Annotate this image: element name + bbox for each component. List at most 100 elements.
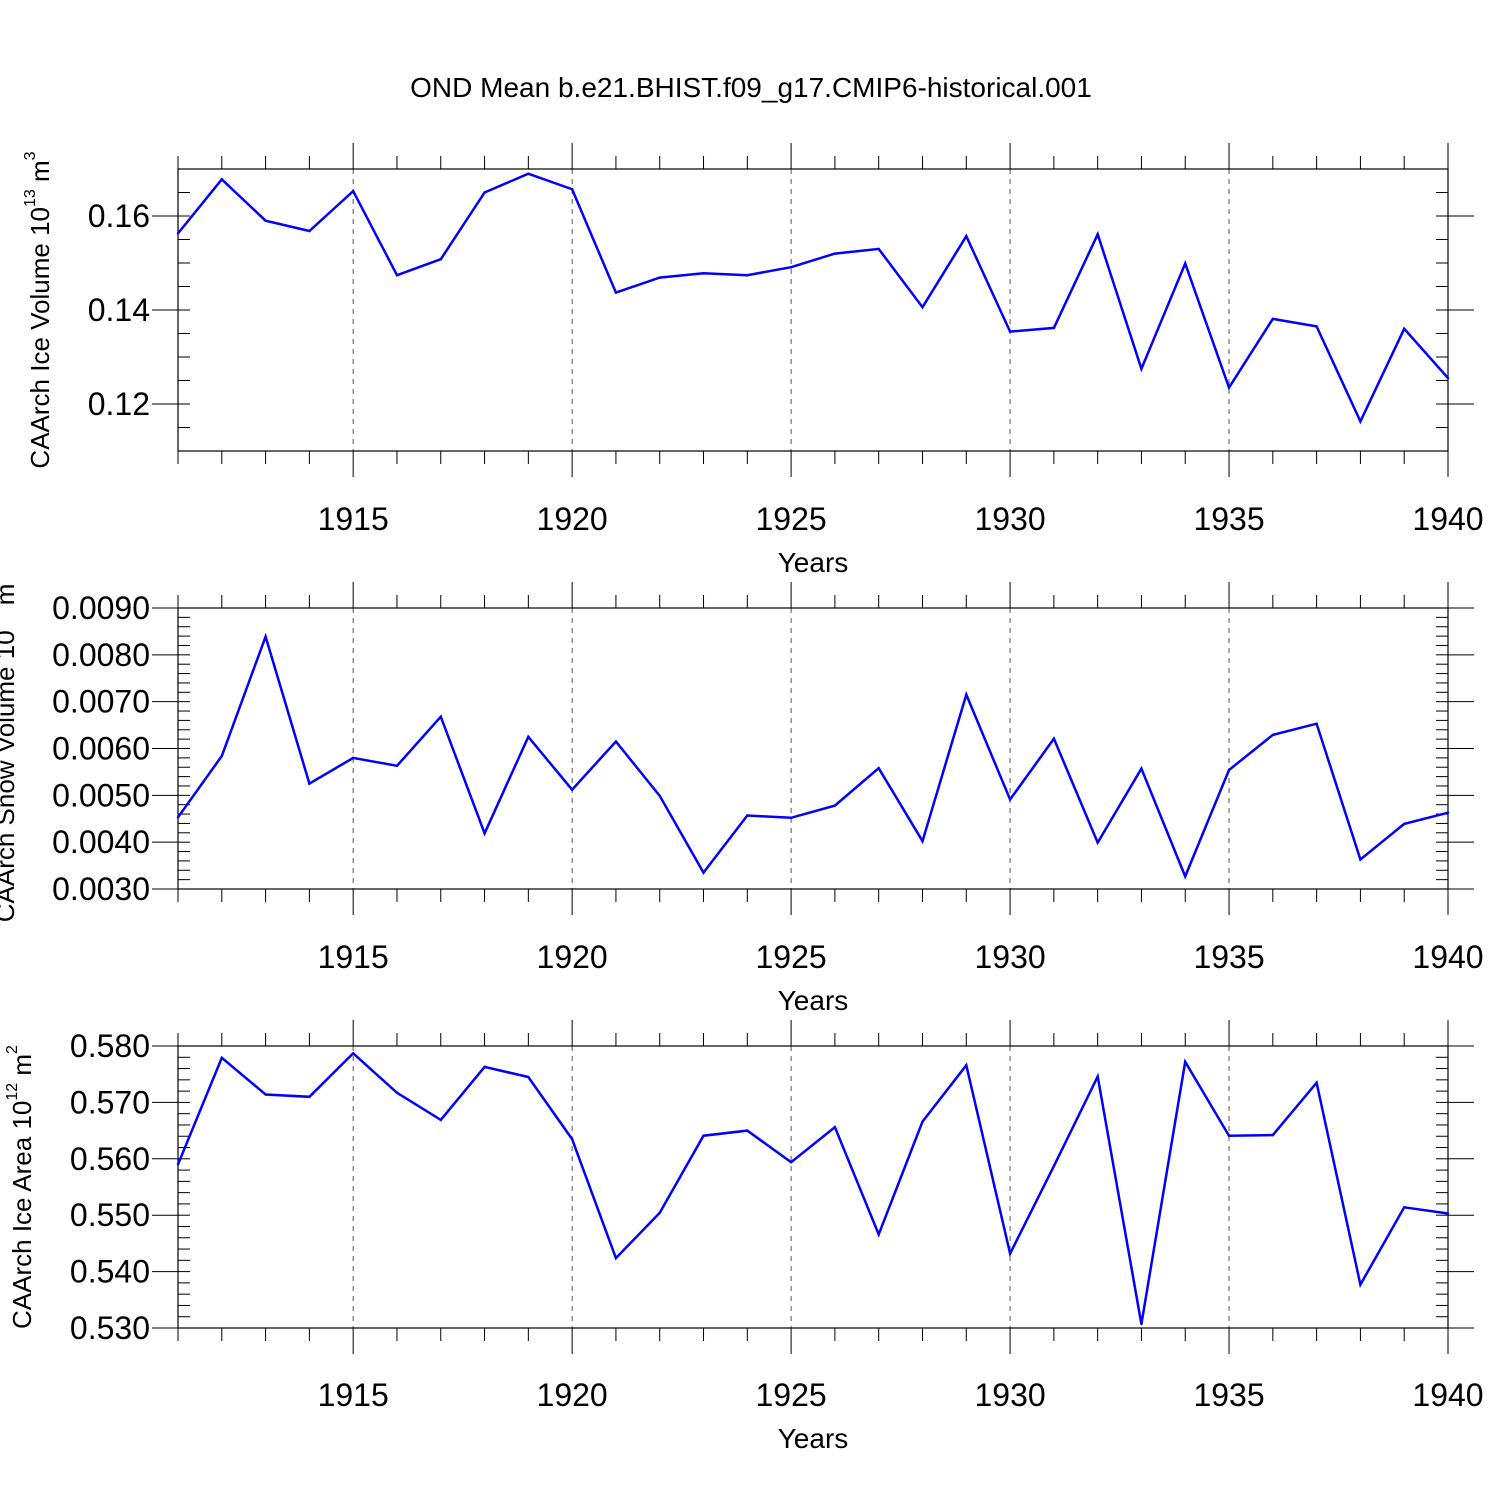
y-tick-label: 0.16 <box>88 198 150 234</box>
data-point <box>220 754 223 758</box>
data-point <box>220 1056 223 1060</box>
panel-2: 0.0030 0.0040 0.0050 0.0060 0.0070 0.0080 0.00… <box>0 575 1484 1016</box>
y-tick-label: 0.0070 <box>52 684 150 720</box>
data-point <box>1008 798 1012 801</box>
data-point <box>308 1095 311 1098</box>
data-point <box>1227 1134 1231 1137</box>
data-point <box>1359 858 1362 861</box>
x-tick-label: 1935 <box>1193 939 1264 975</box>
x-axis-title: Years <box>778 985 849 1016</box>
x-tick-label: 1920 <box>537 1377 608 1413</box>
y-tick-label: 0.0090 <box>52 590 150 626</box>
y-tick-label: 0.0060 <box>52 731 150 767</box>
data-point <box>965 1063 968 1067</box>
x-tick-label: 1925 <box>756 1377 827 1413</box>
y-tick-label: 0.530 <box>70 1310 150 1346</box>
x-tick-label: 1915 <box>318 1377 389 1413</box>
x-tick-label: 1935 <box>1193 501 1264 537</box>
data-point <box>1052 326 1056 330</box>
y-tick-label: 0.0050 <box>52 777 150 813</box>
data-point <box>395 764 399 768</box>
x-tick-label: 1930 <box>974 939 1045 975</box>
data-point <box>965 235 968 238</box>
data-point <box>1359 1283 1362 1286</box>
data-point <box>264 219 267 222</box>
y-axis-title: CAArch Ice Area 1012 m2 <box>4 1045 38 1329</box>
data-point <box>351 189 355 193</box>
y-tick-label: 0.580 <box>70 1028 150 1064</box>
y-tick-label: 0.12 <box>88 386 150 422</box>
data-point <box>1096 841 1099 844</box>
data-point <box>921 305 924 309</box>
data-point <box>1403 327 1406 330</box>
data-point <box>614 291 618 294</box>
data-point <box>351 1052 355 1055</box>
data-point <box>702 871 705 874</box>
data-point <box>1184 875 1187 878</box>
data-point <box>877 247 880 251</box>
x-axis-title: Years <box>778 547 849 578</box>
panel-3: 0.530 0.540 0.550 0.560 0.570 0.580 1915 1920 19… <box>4 1020 1484 1454</box>
y-axis-title: CAArch Ice Volume 1013 m3 <box>22 151 56 468</box>
x-tick-label: 1925 <box>756 501 827 537</box>
data-point <box>1446 376 1450 380</box>
y-tick-label: 0.0030 <box>52 871 150 907</box>
data-point <box>1140 1322 1143 1326</box>
x-tick-label: 1940 <box>1412 501 1483 537</box>
y-tick-label: 0.550 <box>70 1197 150 1233</box>
x-tick-label: 1915 <box>318 501 389 537</box>
x-tick-label: 1915 <box>318 939 389 975</box>
figure-title: OND Mean b.e21.BHIST.f09_g17.CMIP6-histo… <box>410 72 1092 103</box>
data-point <box>1227 768 1231 772</box>
data-point <box>1052 737 1056 740</box>
x-tick-label: 1930 <box>974 1377 1045 1413</box>
data-point <box>1052 1164 1056 1168</box>
data-point <box>658 276 661 279</box>
y-axis-title: CAArch Snow Volume 1013 m3 <box>0 575 20 923</box>
data-point <box>527 1075 530 1079</box>
data-point <box>220 178 223 181</box>
data-point <box>176 816 180 819</box>
data-point <box>483 191 486 194</box>
data-point <box>921 1120 924 1123</box>
data-point <box>1184 1060 1187 1063</box>
data-point <box>746 1129 749 1132</box>
plot-frame <box>177 1045 1449 1329</box>
data-point <box>1096 233 1099 236</box>
data-point <box>1140 767 1143 770</box>
y-tick-label: 0.560 <box>70 1141 150 1177</box>
x-tick-label: 1940 <box>1412 1377 1483 1413</box>
x-tick-label: 1940 <box>1412 939 1483 975</box>
data-point <box>439 715 442 718</box>
data-point <box>833 804 837 807</box>
plot-frame <box>177 168 1449 452</box>
data-point <box>1096 1075 1099 1078</box>
data-point <box>702 272 705 275</box>
data-point <box>658 794 661 798</box>
data-point <box>1008 330 1012 333</box>
data-point <box>965 693 968 696</box>
data-point <box>614 1256 618 1260</box>
data-point <box>527 172 530 175</box>
data-point <box>1227 386 1231 389</box>
data-point <box>702 1134 705 1137</box>
data-point <box>264 635 267 638</box>
data-point <box>658 1211 661 1215</box>
data-point <box>789 816 793 820</box>
data-point <box>570 188 574 191</box>
data-point <box>1403 822 1406 826</box>
data-point <box>877 766 880 770</box>
y-tick-label: 0.0080 <box>52 637 150 673</box>
data-point <box>1008 1252 1012 1255</box>
data-point <box>1315 325 1318 328</box>
data-point <box>1140 367 1143 370</box>
x-tick-label: 1920 <box>537 501 608 537</box>
x-tick-label: 1935 <box>1193 1377 1264 1413</box>
data-point <box>351 756 355 760</box>
data-point <box>1271 733 1275 737</box>
data-point <box>308 229 311 233</box>
data-point <box>833 252 837 255</box>
data-point <box>264 1093 267 1096</box>
data-point <box>483 1065 486 1069</box>
